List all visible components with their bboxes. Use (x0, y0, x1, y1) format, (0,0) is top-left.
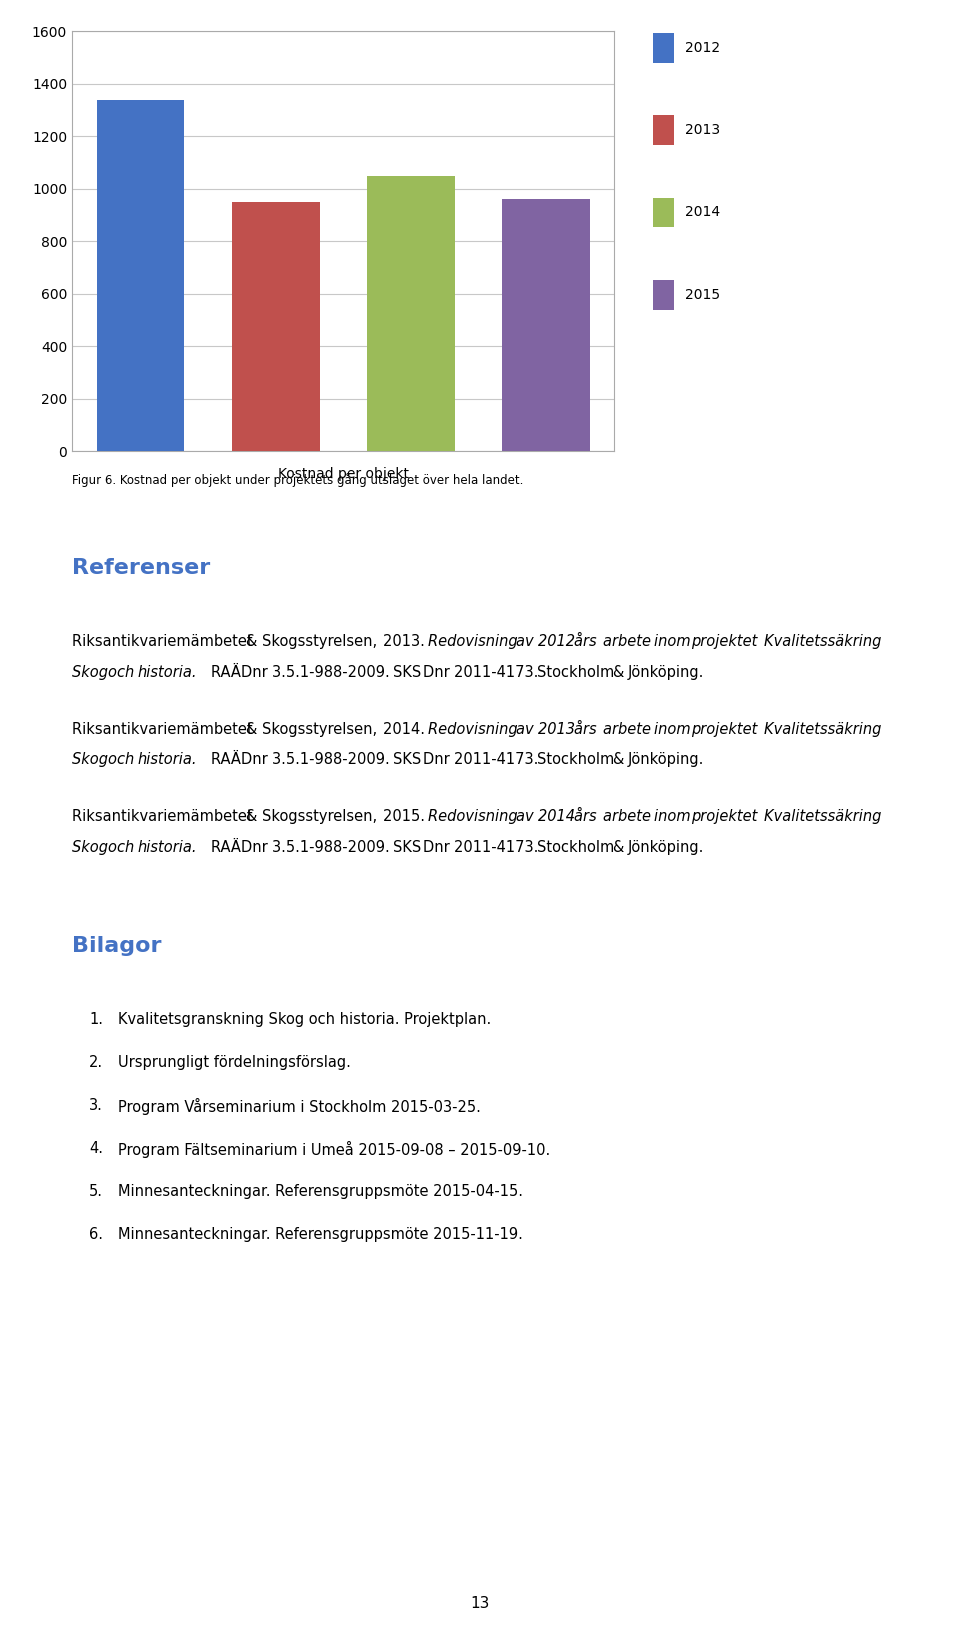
Text: Dnr: Dnr (241, 840, 273, 855)
Text: historia.: historia. (137, 840, 197, 855)
Text: 2011-4173.: 2011-4173. (453, 665, 542, 680)
Text: Dnr: Dnr (423, 753, 454, 768)
Text: Skog: Skog (72, 665, 112, 680)
Text: 5.: 5. (89, 1184, 104, 1199)
Text: 2015.: 2015. (383, 809, 429, 825)
Text: och: och (108, 840, 139, 855)
Text: 3.5.1-988-2009.: 3.5.1-988-2009. (272, 753, 394, 768)
Text: Kvalitetssäkring: Kvalitetssäkring (764, 809, 886, 825)
Text: 2013.: 2013. (383, 634, 429, 649)
Text: av: av (516, 634, 539, 649)
Text: &: & (247, 721, 262, 736)
Text: Redovisning: Redovisning (428, 634, 522, 649)
Text: Skogsstyrelsen,: Skogsstyrelsen, (261, 721, 381, 736)
Text: arbete: arbete (604, 809, 656, 825)
Text: RAÄ: RAÄ (211, 840, 246, 855)
Text: Riksantikvariemämbetet: Riksantikvariemämbetet (72, 634, 257, 649)
Text: Riksantikvariemämbetet: Riksantikvariemämbetet (72, 721, 257, 736)
Bar (231, 203, 320, 451)
Text: Program Fältseminarium i Umeå 2015-09-08 – 2015-09-10.: Program Fältseminarium i Umeå 2015-09-08… (118, 1141, 550, 1158)
Text: &: & (612, 665, 629, 680)
Text: RAÄ: RAÄ (211, 753, 246, 768)
Text: 2014: 2014 (538, 809, 580, 825)
Text: Stockholm: Stockholm (537, 665, 619, 680)
Text: 3.: 3. (89, 1099, 103, 1113)
Text: 3.5.1-988-2009.: 3.5.1-988-2009. (272, 665, 394, 680)
Text: &: & (247, 634, 262, 649)
Text: 2012: 2012 (685, 41, 721, 54)
Text: Redovisning: Redovisning (428, 721, 522, 736)
Text: SKS: SKS (393, 840, 425, 855)
Text: 4.: 4. (89, 1141, 104, 1156)
Text: 2011-4173.: 2011-4173. (453, 753, 542, 768)
Text: 2013: 2013 (685, 124, 721, 137)
Bar (502, 199, 589, 451)
Text: Skogsstyrelsen,: Skogsstyrelsen, (261, 809, 381, 825)
Text: Jönköping.: Jönköping. (628, 665, 705, 680)
Text: och: och (108, 665, 139, 680)
Text: Jönköping.: Jönköping. (628, 840, 705, 855)
Text: Skog: Skog (72, 840, 112, 855)
Text: 3.5.1-988-2009.: 3.5.1-988-2009. (272, 840, 394, 855)
Text: 13: 13 (470, 1596, 490, 1611)
Text: av: av (516, 809, 539, 825)
Text: Kvalitetssäkring: Kvalitetssäkring (764, 721, 886, 736)
Text: arbete: arbete (604, 721, 656, 736)
Text: Ursprungligt fördelningsförslag.: Ursprungligt fördelningsförslag. (118, 1056, 351, 1071)
Text: Figur 6. Kostnad per objekt under projektets gång utslaget över hela landet.: Figur 6. Kostnad per objekt under projek… (72, 473, 523, 486)
Text: SKS: SKS (393, 665, 425, 680)
Text: av: av (516, 721, 539, 736)
Text: &: & (247, 809, 262, 825)
Text: Dnr: Dnr (423, 665, 454, 680)
Bar (97, 99, 184, 451)
Text: års: års (574, 634, 602, 649)
Text: Minnesanteckningar. Referensgruppsmöte 2015-04-15.: Minnesanteckningar. Referensgruppsmöte 2… (118, 1184, 523, 1199)
Text: &: & (612, 840, 629, 855)
Text: 2.: 2. (89, 1056, 104, 1071)
Text: historia.: historia. (137, 753, 197, 768)
Text: RAÄ: RAÄ (211, 665, 246, 680)
Text: och: och (108, 753, 139, 768)
Text: Dnr: Dnr (241, 665, 273, 680)
Text: Skogsstyrelsen,: Skogsstyrelsen, (261, 634, 381, 649)
Text: års: års (574, 721, 602, 736)
Text: Kvalitetsgranskning Skog och historia. Projektplan.: Kvalitetsgranskning Skog och historia. P… (118, 1013, 492, 1028)
Text: 6.: 6. (89, 1227, 104, 1242)
Text: 2014.: 2014. (383, 721, 429, 736)
Text: inom: inom (655, 634, 696, 649)
Text: 2013: 2013 (538, 721, 580, 736)
Text: inom: inom (655, 809, 696, 825)
Text: Stockholm: Stockholm (537, 753, 619, 768)
Text: Redovisning: Redovisning (428, 809, 522, 825)
Text: Kvalitetssäkring: Kvalitetssäkring (764, 634, 886, 649)
Bar (367, 176, 455, 451)
Text: Jönköping.: Jönköping. (628, 753, 705, 768)
Text: Stockholm: Stockholm (537, 840, 619, 855)
Text: historia.: historia. (137, 665, 197, 680)
Text: arbete: arbete (604, 634, 656, 649)
Text: SKS: SKS (393, 753, 425, 768)
Text: Referenser: Referenser (72, 558, 210, 578)
X-axis label: Kostnad per objekt: Kostnad per objekt (277, 468, 409, 481)
Text: Bilagor: Bilagor (72, 937, 161, 957)
Text: projektet: projektet (691, 634, 762, 649)
Text: Dnr: Dnr (241, 753, 273, 768)
Text: 2012: 2012 (538, 634, 580, 649)
Text: 1.: 1. (89, 1013, 104, 1028)
Text: års: års (574, 809, 602, 825)
Text: projektet: projektet (691, 809, 762, 825)
Text: projektet: projektet (691, 721, 762, 736)
Text: 2015: 2015 (685, 288, 721, 301)
Text: Minnesanteckningar. Referensgruppsmöte 2015-11-19.: Minnesanteckningar. Referensgruppsmöte 2… (118, 1227, 523, 1242)
Text: Riksantikvariemämbetet: Riksantikvariemämbetet (72, 809, 257, 825)
Text: Program Vårseminarium i Stockholm 2015-03-25.: Program Vårseminarium i Stockholm 2015-0… (118, 1099, 481, 1115)
Text: Skog: Skog (72, 753, 112, 768)
Text: Dnr: Dnr (423, 840, 454, 855)
Text: 2014: 2014 (685, 206, 721, 219)
Text: 2011-4173.: 2011-4173. (453, 840, 542, 855)
Text: &: & (612, 753, 629, 768)
Text: inom: inom (655, 721, 696, 736)
